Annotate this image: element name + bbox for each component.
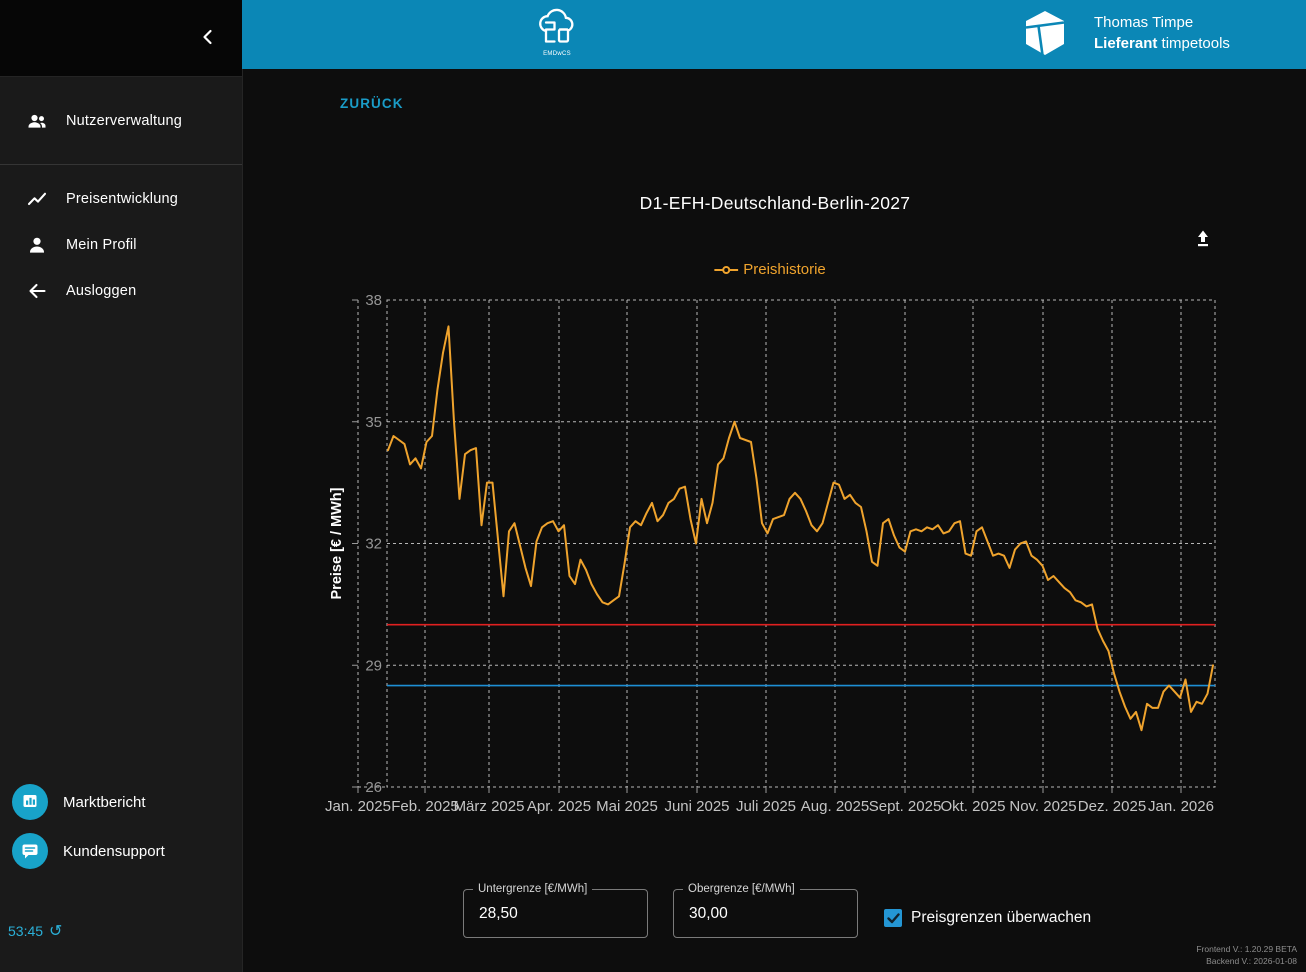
sidebar: Nutzerverwaltung Preisentwicklung: [0, 0, 243, 972]
cloud-logo-icon: [539, 8, 574, 43]
svg-text:Juni 2025: Juni 2025: [664, 798, 729, 815]
svg-text:Okt. 2025: Okt. 2025: [940, 798, 1005, 815]
sidebar-item-label: Preisentwicklung: [66, 191, 178, 207]
svg-text:Nov. 2025: Nov. 2025: [1009, 798, 1076, 815]
bar-chart-icon: [12, 784, 48, 820]
sidebar-nav-group-1: Nutzerverwaltung: [0, 77, 242, 164]
app-logo-caption: EMDwCS: [543, 51, 571, 57]
chevron-left-icon: [203, 29, 212, 45]
company-cube-icon: [1022, 8, 1068, 58]
svg-text:Apr. 2025: Apr. 2025: [527, 798, 591, 815]
watch-limits-checkbox[interactable]: [884, 909, 902, 927]
sidebar-collapse-button[interactable]: [196, 26, 218, 48]
lower-bound-input[interactable]: [477, 891, 631, 936]
sidebar-divider: [0, 164, 242, 165]
svg-text:Juli 2025: Juli 2025: [736, 798, 796, 815]
version-info: Frontend V.: 1.20.29 BETA Backend V.: 20…: [1196, 943, 1297, 967]
sidebar-nav-group-2: Preisentwicklung Mein Profil: [0, 165, 242, 325]
sidebar-item-nutzerverwaltung[interactable]: Nutzerverwaltung: [0, 98, 242, 144]
sidebar-item-ausloggen[interactable]: Ausloggen: [0, 268, 242, 314]
person-icon: [27, 235, 47, 255]
svg-text:Dez. 2025: Dez. 2025: [1078, 798, 1146, 815]
sidebar-item-label: Ausloggen: [66, 283, 137, 299]
svg-text:38: 38: [365, 292, 382, 309]
chart-title: D1-EFH-Deutschland-Berlin-2027: [639, 193, 911, 213]
upper-bound-input[interactable]: [687, 891, 841, 936]
svg-text:35: 35: [365, 414, 382, 431]
lower-bound-field: Untergrenze [€/MWh]: [463, 883, 648, 938]
svg-text:Feb. 2025: Feb. 2025: [391, 798, 459, 815]
sidebar-header: [0, 0, 242, 77]
session-timer-value: 53:45: [8, 923, 44, 939]
sidebar-item-label: Kundensupport: [63, 842, 165, 860]
watch-limits-control[interactable]: Preisgrenzen überwachen: [884, 909, 1091, 927]
session-timer: 53:45 ↻: [8, 921, 62, 941]
svg-text:29: 29: [365, 657, 382, 674]
sidebar-item-label: Nutzerverwaltung: [66, 113, 183, 129]
backend-version: Backend V.: 2026-01-08: [1206, 956, 1297, 966]
session-refresh-icon[interactable]: ↻: [49, 923, 63, 940]
export-chart-button[interactable]: [1193, 229, 1215, 251]
svg-text:Aug. 2025: Aug. 2025: [801, 798, 869, 815]
svg-text:Sept. 2025: Sept. 2025: [869, 798, 942, 815]
back-button[interactable]: ZURÜCK: [340, 96, 404, 111]
sidebar-item-kundensupport[interactable]: Kundensupport: [12, 833, 165, 869]
check-icon: [886, 912, 900, 923]
sidebar-item-label: Mein Profil: [66, 237, 137, 253]
user-role: Lieferant timpetools: [1094, 35, 1230, 52]
user-name: Thomas Timpe: [1094, 14, 1194, 31]
legend-item-preishistorie[interactable]: Preishistorie: [714, 261, 826, 278]
arrow-left-icon: [27, 281, 47, 301]
watch-limits-label: Preisgrenzen überwachen: [911, 909, 1092, 926]
sidebar-item-marktbericht[interactable]: Marktbericht: [12, 784, 146, 820]
svg-text:Mai 2025: Mai 2025: [596, 798, 658, 815]
sidebar-item-preisentwicklung[interactable]: Preisentwicklung: [0, 176, 242, 222]
legend-line-marker-icon: [714, 265, 739, 274]
svg-text:März 2025: März 2025: [454, 798, 525, 815]
chat-icon: [12, 833, 48, 869]
svg-text:Jan. 2025: Jan. 2025: [325, 798, 391, 815]
upload-icon: [1198, 230, 1208, 247]
upper-bound-field: Obergrenze [€/MWh]: [673, 883, 858, 938]
svg-text:Jan. 2026: Jan. 2026: [1148, 798, 1214, 815]
legend-label: Preishistorie: [743, 261, 826, 278]
app-logo: EMDwCS: [533, 6, 581, 62]
frontend-version: Frontend V.: 1.20.29 BETA: [1196, 944, 1297, 954]
user-info: Thomas Timpe Lieferant timpetools: [1094, 12, 1284, 54]
svg-text:26: 26: [365, 779, 382, 796]
svg-text:Preise [€ / MWh]: Preise [€ / MWh]: [329, 487, 345, 599]
sidebar-item-label: Marktbericht: [63, 793, 146, 811]
top-header: EMDwCS Thomas Timpe Lieferant timpetools: [242, 0, 1306, 69]
svg-text:32: 32: [365, 536, 382, 553]
people-icon: [27, 111, 47, 131]
header-user-area: Thomas Timpe Lieferant timpetools: [1022, 8, 1284, 58]
sidebar-item-mein-profil[interactable]: Mein Profil: [0, 222, 242, 268]
trending-up-icon: [27, 189, 47, 209]
